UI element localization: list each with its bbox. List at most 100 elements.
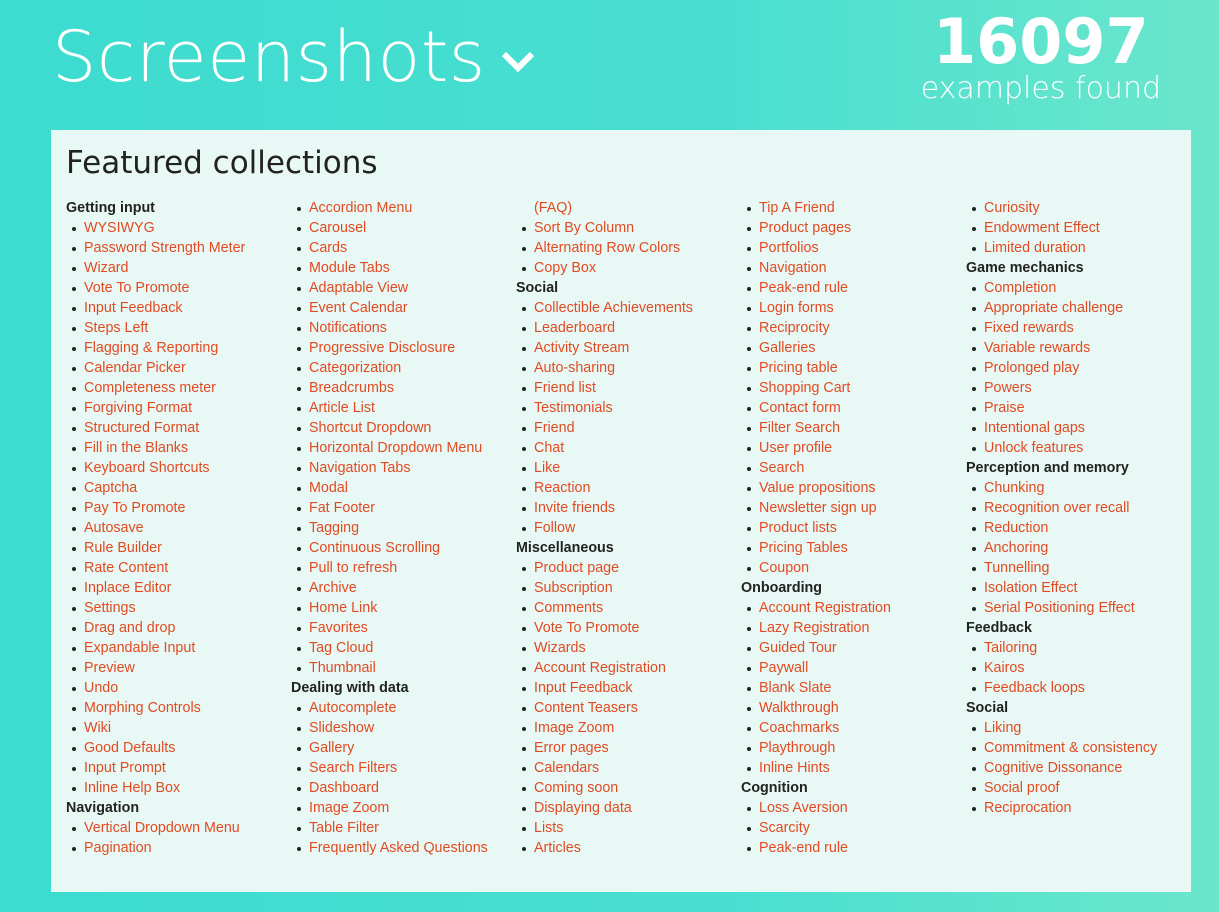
collection-link[interactable]: Slideshow	[291, 718, 516, 738]
collection-link[interactable]: Thumbnail	[291, 658, 516, 678]
collection-link[interactable]: Pagination	[66, 838, 291, 858]
collection-link[interactable]: Vote To Promote	[66, 278, 291, 298]
collection-link[interactable]: Modal	[291, 478, 516, 498]
collection-link[interactable]: Tunnelling	[966, 558, 1191, 578]
collection-link[interactable]: Reduction	[966, 518, 1191, 538]
collection-link[interactable]: Newsletter sign up	[741, 498, 966, 518]
collection-link[interactable]: Pay To Promote	[66, 498, 291, 518]
collection-link[interactable]: Notifications	[291, 318, 516, 338]
collection-link[interactable]: Rate Content	[66, 558, 291, 578]
collection-link[interactable]: Friend	[516, 418, 741, 438]
collection-link[interactable]: Event Calendar	[291, 298, 516, 318]
collection-link[interactable]: Forgiving Format	[66, 398, 291, 418]
collection-link[interactable]: Testimonials	[516, 398, 741, 418]
collection-link[interactable]: Completeness meter	[66, 378, 291, 398]
collection-link[interactable]: Kairos	[966, 658, 1191, 678]
collection-link[interactable]: Captcha	[66, 478, 291, 498]
collection-link[interactable]: Scarcity	[741, 818, 966, 838]
collection-link[interactable]: Filter Search	[741, 418, 966, 438]
collection-link[interactable]: Structured Format	[66, 418, 291, 438]
collection-link[interactable]: Article List	[291, 398, 516, 418]
collection-link[interactable]: Like	[516, 458, 741, 478]
collection-link[interactable]: Calendars	[516, 758, 741, 778]
collection-link[interactable]: Invite friends	[516, 498, 741, 518]
collection-link[interactable]: Powers	[966, 378, 1191, 398]
collection-link[interactable]: Module Tabs	[291, 258, 516, 278]
collection-link[interactable]: Lists	[516, 818, 741, 838]
collection-link[interactable]: WYSIWYG	[66, 218, 291, 238]
collection-link[interactable]: Flagging & Reporting	[66, 338, 291, 358]
collection-link[interactable]: Reciprocation	[966, 798, 1191, 818]
collection-link[interactable]: Articles	[516, 838, 741, 858]
collection-link[interactable]: Settings	[66, 598, 291, 618]
collection-link[interactable]: Inplace Editor	[66, 578, 291, 598]
collection-link[interactable]: Tagging	[291, 518, 516, 538]
collection-link[interactable]: Inline Help Box	[66, 778, 291, 798]
collection-link[interactable]: Morphing Controls	[66, 698, 291, 718]
collection-link[interactable]: Feedback loops	[966, 678, 1191, 698]
collection-link[interactable]: Copy Box	[516, 258, 741, 278]
collection-link[interactable]: Lazy Registration	[741, 618, 966, 638]
collection-link[interactable]: Appropriate challenge	[966, 298, 1191, 318]
collection-link[interactable]: Image Zoom	[291, 798, 516, 818]
collection-link[interactable]: Carousel	[291, 218, 516, 238]
collection-link[interactable]: Adaptable View	[291, 278, 516, 298]
collection-link[interactable]: Keyboard Shortcuts	[66, 458, 291, 478]
collection-link[interactable]: Limited duration	[966, 238, 1191, 258]
collection-link[interactable]: Favorites	[291, 618, 516, 638]
collection-link[interactable]: Chunking	[966, 478, 1191, 498]
collection-link[interactable]: Autosave	[66, 518, 291, 538]
collection-link[interactable]: Leaderboard	[516, 318, 741, 338]
collection-link[interactable]: Error pages	[516, 738, 741, 758]
collection-link[interactable]: Good Defaults	[66, 738, 291, 758]
collection-link[interactable]: Variable rewards	[966, 338, 1191, 358]
collection-link[interactable]: Vertical Dropdown Menu	[66, 818, 291, 838]
collection-link[interactable]: Image Zoom	[516, 718, 741, 738]
collection-link[interactable]: Pricing table	[741, 358, 966, 378]
collection-link[interactable]: Shortcut Dropdown	[291, 418, 516, 438]
collection-link[interactable]: Search Filters	[291, 758, 516, 778]
collection-link[interactable]: Completion	[966, 278, 1191, 298]
collection-link[interactable]: Curiosity	[966, 198, 1191, 218]
collection-link[interactable]: Home Link	[291, 598, 516, 618]
collection-link[interactable]: Fixed rewards	[966, 318, 1191, 338]
collection-link[interactable]: Horizontal Dropdown Menu	[291, 438, 516, 458]
collection-link[interactable]: Endowment Effect	[966, 218, 1191, 238]
collection-link[interactable]: Isolation Effect	[966, 578, 1191, 598]
collection-link[interactable]: Navigation Tabs	[291, 458, 516, 478]
collection-link[interactable]: Commitment & consistency	[966, 738, 1191, 758]
collection-link[interactable]: Dashboard	[291, 778, 516, 798]
collection-link[interactable]: Contact form	[741, 398, 966, 418]
collection-link[interactable]: Drag and drop	[66, 618, 291, 638]
collection-link[interactable]: Reaction	[516, 478, 741, 498]
collection-link[interactable]: Vote To Promote	[516, 618, 741, 638]
collection-link[interactable]: Progressive Disclosure	[291, 338, 516, 358]
collection-link[interactable]: Breadcrumbs	[291, 378, 516, 398]
collection-link[interactable]: Blank Slate	[741, 678, 966, 698]
collection-link[interactable]: Inline Hints	[741, 758, 966, 778]
collection-link[interactable]: Subscription	[516, 578, 741, 598]
collection-link[interactable]: Wiki	[66, 718, 291, 738]
collection-link[interactable]: Recognition over recall	[966, 498, 1191, 518]
collection-link[interactable]: Tailoring	[966, 638, 1191, 658]
collection-link[interactable]: Archive	[291, 578, 516, 598]
collection-link[interactable]: Tip A Friend	[741, 198, 966, 218]
collection-link[interactable]: Chat	[516, 438, 741, 458]
title-dropdown[interactable]: Screenshots	[52, 22, 536, 92]
collection-link[interactable]: Guided Tour	[741, 638, 966, 658]
collection-link[interactable]: Coachmarks	[741, 718, 966, 738]
collection-link[interactable]: Cards	[291, 238, 516, 258]
collection-link[interactable]: Wizards	[516, 638, 741, 658]
collection-link[interactable]: Account Registration	[741, 598, 966, 618]
collection-link[interactable]: Product lists	[741, 518, 966, 538]
collection-link[interactable]: Input Feedback	[66, 298, 291, 318]
collection-link[interactable]: Galleries	[741, 338, 966, 358]
collection-link[interactable]: Anchoring	[966, 538, 1191, 558]
collection-link[interactable]: Auto-sharing	[516, 358, 741, 378]
collection-link[interactable]: Coming soon	[516, 778, 741, 798]
collection-link[interactable]: Pull to refresh	[291, 558, 516, 578]
collection-link[interactable]: Liking	[966, 718, 1191, 738]
collection-link[interactable]: Sort By Column	[516, 218, 741, 238]
collection-link[interactable]: Shopping Cart	[741, 378, 966, 398]
collection-link[interactable]: Product pages	[741, 218, 966, 238]
